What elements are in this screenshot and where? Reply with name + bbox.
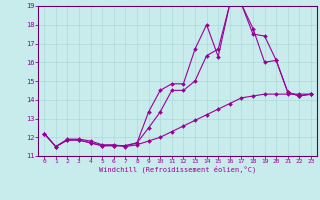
X-axis label: Windchill (Refroidissement éolien,°C): Windchill (Refroidissement éolien,°C) bbox=[99, 166, 256, 173]
